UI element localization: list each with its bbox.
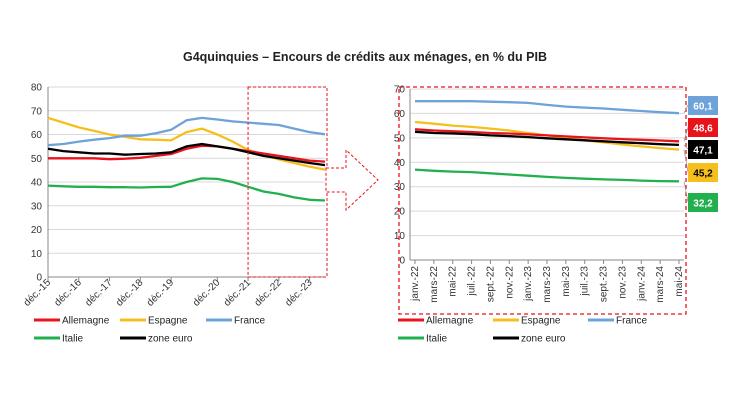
zoom-arrow	[325, 148, 379, 212]
x-tick-label: mars-23	[542, 266, 553, 303]
highlight-box	[247, 86, 328, 278]
series-line-Italie	[414, 168, 680, 183]
legend-label: Italie	[426, 334, 448, 345]
legend-label: Espagne	[521, 316, 561, 327]
x-tick-label: déc.-21	[222, 277, 254, 309]
series-line-France	[47, 116, 326, 147]
end-value-label: 48,6	[693, 124, 713, 135]
x-tick-label: déc.-17	[83, 277, 115, 309]
y-tick-label: 50	[31, 154, 43, 165]
end-value-label: 32,2	[693, 199, 713, 210]
series-line-Italie	[47, 177, 326, 202]
x-tick-label: janv.-24	[636, 266, 647, 302]
x-tick-label: juil.-23	[580, 266, 591, 297]
y-tick-label: 20	[31, 225, 43, 236]
x-tick-label: mai-24	[674, 266, 685, 297]
chart-title: G4quinquies – Encours de crédits aux mén…	[183, 50, 547, 64]
end-value-label: 47,1	[693, 146, 713, 157]
y-tick-label: 70	[394, 85, 406, 96]
series-line-Allemagne	[48, 144, 326, 163]
series-line-Allemagne	[414, 128, 680, 143]
badge-leader	[683, 126, 689, 142]
end-value-label: 60,1	[693, 102, 713, 113]
y-tick-label: 0	[36, 273, 42, 284]
x-tick-label: déc.-18	[114, 277, 146, 309]
y-tick-label: 20	[394, 207, 406, 218]
legend-label: Allemagne	[426, 316, 474, 327]
series-line-zone-euro	[414, 130, 680, 147]
x-tick-label: déc.-22	[253, 277, 285, 309]
x-tick-label: nov.-23	[617, 266, 628, 299]
x-tick-label: sept.-22	[485, 266, 496, 303]
end-value-label: 45,2	[693, 169, 713, 180]
x-tick-label: nov.-22	[504, 266, 515, 299]
y-tick-label: 0	[399, 256, 405, 267]
badge-leader	[683, 104, 689, 114]
x-tick-label: déc.-19	[145, 277, 177, 309]
end-value-badge	[688, 118, 718, 137]
highlight-frame	[398, 86, 687, 315]
x-tick-label: janv.-22	[410, 266, 421, 302]
y-tick-label: 10	[394, 231, 406, 242]
y-tick-label: 40	[394, 158, 406, 169]
end-value-badge	[688, 96, 718, 115]
legend-label: Allemagne	[62, 316, 110, 327]
badge-leader	[683, 144, 689, 150]
x-tick-label: mars-22	[429, 266, 440, 303]
y-tick-label: 30	[394, 182, 406, 193]
legend-label: Espagne	[148, 316, 188, 327]
badge-leader	[683, 181, 689, 203]
y-tick-label: 60	[31, 130, 43, 141]
legend-label: zone euro	[148, 334, 193, 345]
y-tick-label: 80	[31, 83, 43, 94]
y-tick-label: 40	[31, 178, 43, 189]
x-tick-label: mars-24	[655, 266, 666, 303]
x-tick-label: mai-23	[561, 266, 572, 297]
x-tick-label: sept.-23	[599, 266, 610, 303]
end-value-badge	[688, 140, 718, 159]
x-tick-label: déc.-20	[191, 277, 223, 309]
y-tick-label: 30	[31, 201, 43, 212]
x-tick-label: janv.-23	[523, 266, 534, 302]
y-tick-label: 10	[31, 249, 43, 260]
y-tick-label: 50	[394, 133, 406, 144]
legend-label: Italie	[62, 334, 84, 345]
y-tick-label: 60	[394, 109, 406, 120]
legend-label: zone euro	[521, 334, 566, 345]
badge-leader	[683, 149, 689, 173]
y-tick-label: 70	[31, 106, 43, 117]
legend-label: France	[234, 316, 266, 327]
series-line-France	[415, 100, 680, 115]
x-tick-label: mai-22	[448, 266, 459, 297]
series-line-zone-euro	[47, 142, 326, 167]
end-value-badge	[688, 163, 718, 182]
x-tick-label: juil.-22	[467, 266, 478, 297]
end-value-badge	[688, 193, 718, 212]
legend-label: France	[616, 316, 648, 327]
x-tick-label: déc.-16	[53, 277, 85, 309]
x-tick-label: déc.-23	[283, 277, 315, 309]
